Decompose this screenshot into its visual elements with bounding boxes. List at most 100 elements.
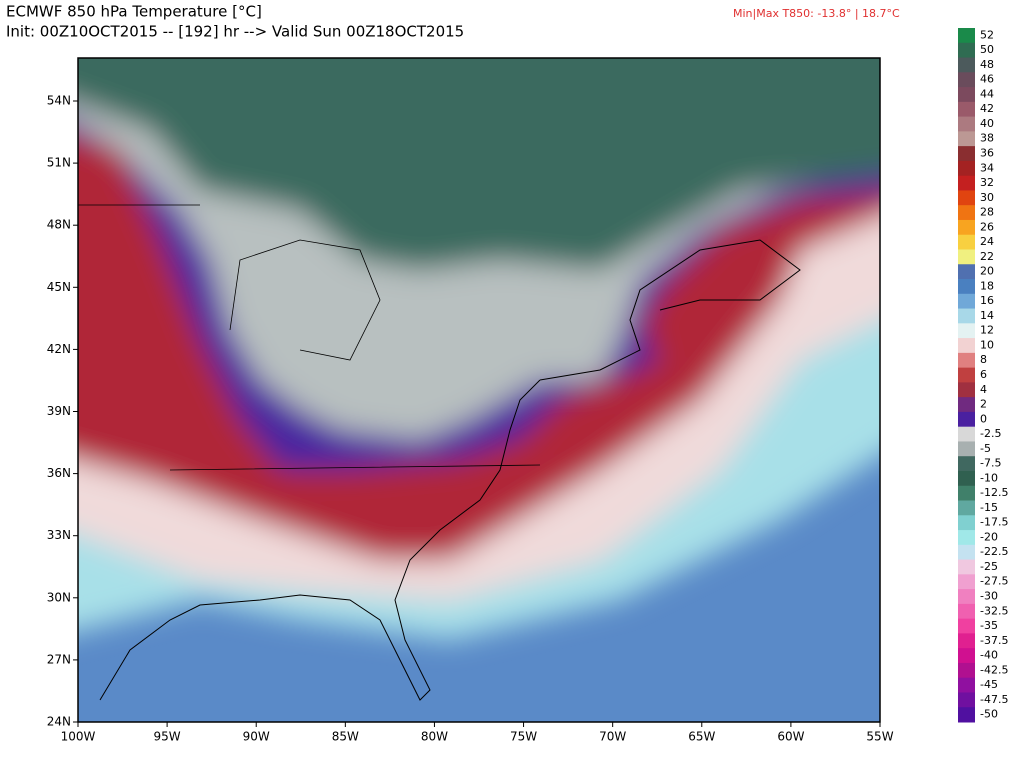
colorbar-label: 30 <box>980 191 994 204</box>
colorbar-swatch <box>958 441 975 457</box>
colorbar-swatch <box>958 382 975 398</box>
colorbar-label: 48 <box>980 58 994 71</box>
subtitle: Init: 00Z10OCT2015 -- [192] hr --> Valid… <box>6 23 464 41</box>
colorbar-swatch <box>958 190 975 206</box>
colorbar-label: 26 <box>980 220 994 233</box>
colorbar-swatch <box>958 219 975 236</box>
colorbar-label: -7.5 <box>980 457 1001 470</box>
colorbar-label: 6 <box>980 368 987 381</box>
map-frame <box>77 57 881 723</box>
colorbar-swatch <box>958 101 975 118</box>
colorbar-label: -42.5 <box>980 663 1008 676</box>
colorbar-swatch <box>958 57 975 73</box>
colorbar-swatch <box>958 633 975 649</box>
colorbar-swatch <box>958 175 975 191</box>
colorbar-swatch <box>958 692 975 708</box>
colorbar-label: -30 <box>980 589 998 602</box>
lon-label: 100W <box>61 730 96 744</box>
colorbar-swatch <box>958 515 975 531</box>
colorbar-swatch <box>958 574 975 590</box>
colorbar-label: 28 <box>980 206 994 219</box>
colorbar-swatch <box>958 456 975 472</box>
lon-label: 75W <box>510 730 537 744</box>
colorbar-swatch <box>958 530 975 546</box>
colorbar-swatch <box>958 131 975 147</box>
colorbar-label: 38 <box>980 132 994 145</box>
colorbar-swatch <box>958 308 975 324</box>
colorbar-swatch <box>958 160 975 177</box>
lat-label: 42N <box>47 342 71 356</box>
colorbar-label: -37.5 <box>980 634 1008 647</box>
colorbar-swatch <box>958 28 975 44</box>
lon-label: 95W <box>154 730 181 744</box>
colorbar-label: -12.5 <box>980 486 1008 499</box>
colorbar-swatch <box>958 323 975 339</box>
lat-label: 54N <box>47 94 71 108</box>
colorbar-swatch <box>958 87 975 103</box>
colorbar-swatch <box>958 249 975 265</box>
colorbar-label: 22 <box>980 250 994 263</box>
colorbar-swatch <box>958 146 975 162</box>
colorbar-label: -25 <box>980 560 998 573</box>
colorbar-label: -2.5 <box>980 427 1001 440</box>
colorbar-swatch <box>958 338 975 354</box>
lat-label: 36N <box>47 466 71 480</box>
colorbar-swatch <box>958 618 975 634</box>
colorbar-swatch <box>958 589 975 605</box>
lon-label: 65W <box>688 730 715 744</box>
colorbar-label: -32.5 <box>980 604 1008 617</box>
colorbar-label: -45 <box>980 678 998 691</box>
colorbar-swatch <box>958 293 975 310</box>
colorbar-label: -40 <box>980 649 998 662</box>
colorbar-swatch <box>958 662 975 679</box>
colorbar-swatch <box>958 397 975 413</box>
colorbar-label: 20 <box>980 265 994 278</box>
colorbar-swatch <box>958 559 975 575</box>
colorbar-label: 2 <box>980 398 987 411</box>
colorbar-label: -47.5 <box>980 693 1008 706</box>
colorbar-label: 36 <box>980 147 994 160</box>
min-max: Min|Max T850: -13.8° | 18.7°C <box>733 7 900 20</box>
lon-label: 90W <box>243 730 270 744</box>
colorbar-label: 44 <box>980 87 994 100</box>
colorbar-label: 42 <box>980 102 994 115</box>
lat-label: 33N <box>47 528 71 542</box>
lat-label: 45N <box>47 280 71 294</box>
colorbar-label: 16 <box>980 294 994 307</box>
colorbar-label: 34 <box>980 161 994 174</box>
colorbar-swatch <box>958 485 975 502</box>
colorbar-label: -27.5 <box>980 575 1008 588</box>
colorbar-swatch <box>958 352 975 369</box>
map <box>78 58 880 722</box>
lat-label: 48N <box>47 218 71 232</box>
colorbar-label: 46 <box>980 73 994 86</box>
lon-label: 60W <box>777 730 804 744</box>
lon-label: 70W <box>599 730 626 744</box>
colorbar-label: 32 <box>980 176 994 189</box>
colorbar-label: -20 <box>980 530 998 543</box>
colorbar-swatch <box>958 279 975 295</box>
colorbar-swatch <box>958 544 975 561</box>
colorbar-swatch <box>958 411 975 428</box>
colorbar-swatch <box>958 648 975 664</box>
lat-label: 27N <box>47 652 71 666</box>
colorbar-swatch <box>958 707 975 723</box>
colorbar-label: 10 <box>980 338 994 351</box>
colorbar-label: -35 <box>980 619 998 632</box>
lat-label: 30N <box>47 590 71 604</box>
colorbar-label: 52 <box>980 28 994 41</box>
colorbar-label: -17.5 <box>980 516 1008 529</box>
colorbar-swatch <box>958 116 975 132</box>
colorbar-swatch <box>958 367 975 383</box>
title: ECMWF 850 hPa Temperature [°C] <box>6 3 262 21</box>
colorbar-swatch <box>958 426 975 442</box>
colorbar-swatch <box>958 234 975 250</box>
colorbar-label: 0 <box>980 412 987 425</box>
colorbar-label: -50 <box>980 708 998 721</box>
colorbar-label: 4 <box>980 383 987 396</box>
lon-label: 80W <box>421 730 448 744</box>
colorbar-label: 12 <box>980 324 994 337</box>
colorbar-swatch <box>958 677 975 693</box>
colorbar-label: 50 <box>980 43 994 56</box>
